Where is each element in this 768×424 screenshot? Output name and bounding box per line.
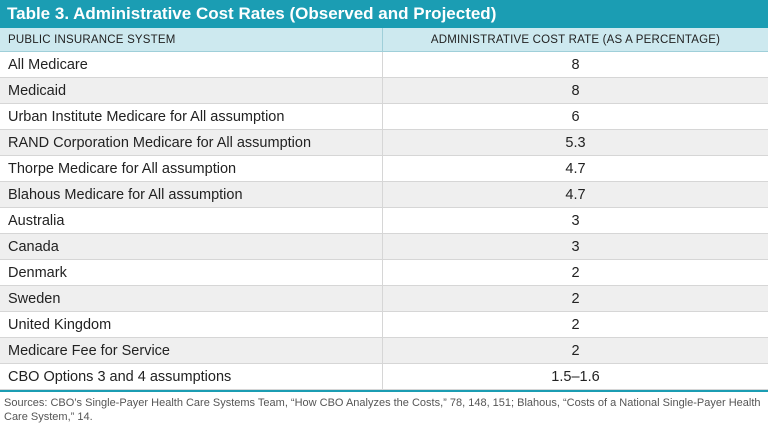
system-cell: Denmark: [0, 260, 383, 285]
table-row: Thorpe Medicare for All assumption 4.7: [0, 156, 768, 182]
table-body: All Medicare 8 Medicaid 8 Urban Institute Me…: [0, 52, 768, 392]
system-cell: RAND Corporation Medicare for All assump…: [0, 130, 383, 155]
rate-cell: 8: [571, 82, 580, 99]
table-row: CBO Options 3 and 4 assumptions 1.5–1.6: [0, 364, 768, 390]
system-cell: Urban Institute Medicare for All assumpt…: [0, 104, 383, 129]
header-row: PUBLIC INSURANCE SYSTEM ADMINISTRATIVE C…: [0, 28, 768, 52]
rate-cell: 6: [571, 108, 580, 125]
system-cell: All Medicare: [0, 52, 383, 77]
source-note: Sources: CBO’s Single-Payer Health Care …: [4, 397, 761, 423]
header-cell: ADMINISTRATIVE COST RATE (AS A PERCENTAG…: [430, 33, 721, 46]
table-row: Medicaid 8: [0, 78, 768, 104]
rate-cell: 2: [571, 342, 580, 359]
system-cell: Australia: [0, 208, 383, 233]
system-cell: Sweden: [0, 286, 383, 311]
table-row: Canada 3: [0, 234, 768, 260]
system-cell: CBO Options 3 and 4 assumptions: [0, 364, 383, 389]
rate-cell: 1.5–1.6: [551, 368, 600, 385]
table-title: Table 3. Administrative Cost Rates (Obse…: [0, 0, 768, 28]
rate-cell: 4.7: [565, 160, 586, 177]
table-row: All Medicare 8: [0, 52, 768, 78]
table-row: Denmark 2: [0, 260, 768, 286]
table-row: Urban Institute Medicare for All assumpt…: [0, 104, 768, 130]
table-row: RAND Corporation Medicare for All assump…: [0, 130, 768, 156]
table-row: Blahous Medicare for All assumption 4.7: [0, 182, 768, 208]
system-cell: Medicare Fee for Service: [0, 338, 383, 363]
system-cell: Blahous Medicare for All assumption: [0, 182, 383, 207]
header-cell: PUBLIC INSURANCE SYSTEM: [0, 28, 383, 51]
system-cell: Thorpe Medicare for All assumption: [0, 156, 383, 181]
system-cell: Canada: [0, 234, 383, 259]
rate-cell: 8: [571, 56, 580, 73]
table-row: Australia 3: [0, 208, 768, 234]
rate-cell: 4.7: [565, 186, 586, 203]
rate-cell: 2: [571, 316, 580, 333]
system-cell: Medicaid: [0, 78, 383, 103]
table-row: United Kingdom 2: [0, 312, 768, 338]
rate-cell: 2: [571, 264, 580, 281]
system-cell: United Kingdom: [0, 312, 383, 337]
table-row: Sweden 2: [0, 286, 768, 312]
table-row: Medicare Fee for Service 2: [0, 338, 768, 364]
rate-cell: 5.3: [565, 134, 586, 151]
rate-cell: 3: [571, 238, 580, 255]
rate-cell: 2: [571, 290, 580, 307]
rate-cell: 3: [571, 212, 580, 229]
